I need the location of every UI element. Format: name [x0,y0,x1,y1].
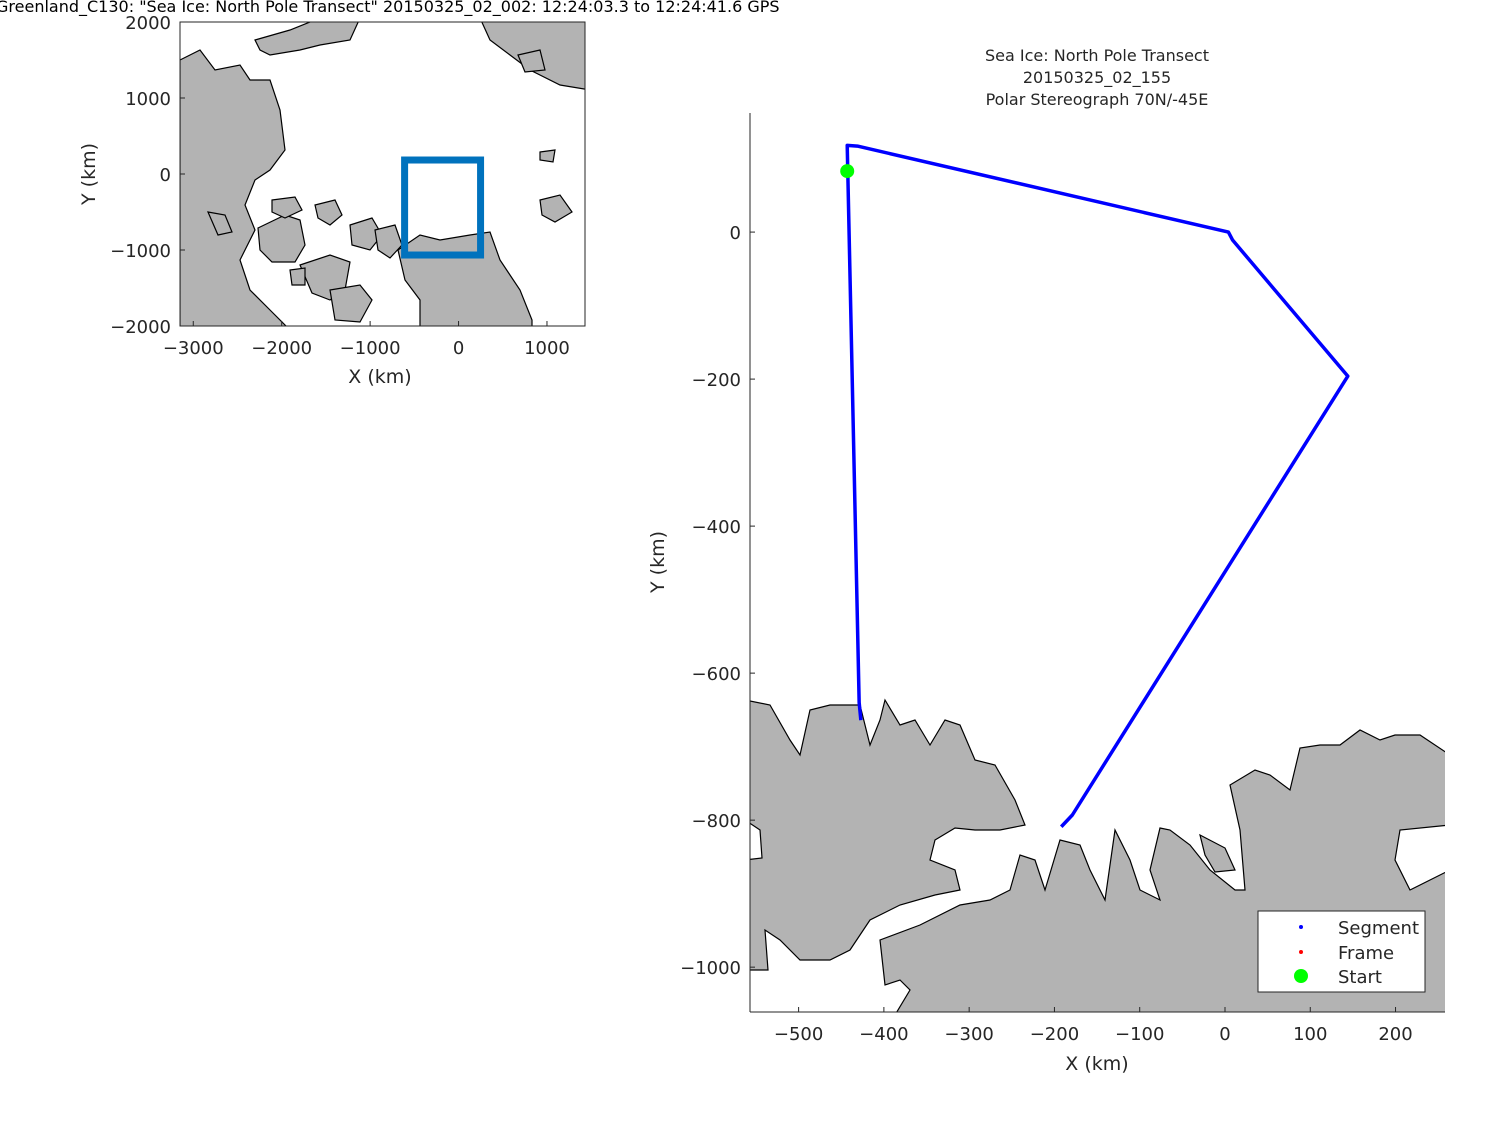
transect-xtick-label: −300 [944,1024,993,1045]
transect-ytick-label: −1000 [680,958,741,979]
legend-start-label: Start [1338,967,1382,988]
transect-xtick-label: 200 [1378,1024,1412,1045]
legend-start-marker [1294,969,1308,983]
overview-ytick-label: 0 [160,165,171,186]
overview-xtick-label: 0 [453,338,464,359]
overview-xtick-label: 1000 [524,338,570,359]
start-marker [840,164,855,179]
figure-title: Greenland_C130: "Sea Ice: North Pole Tra… [0,0,780,16]
legend-segment-marker [1299,925,1303,929]
transect-ytick-label: 0 [730,223,741,244]
legend-frame-label: Frame [1338,943,1394,964]
transect-map: −500 −400 −300 −200 −100 0 100 2000−200−400−600… [647,46,1445,1075]
overview-xtick-label: −3000 [163,338,224,359]
overview-xlabel: X (km) [348,366,411,388]
extent-box [401,156,485,259]
transect-xlabel: X (km) [1065,1053,1128,1075]
overview-map: −3000 −2000 −1000 0 1000200010000−1000−2000 … [78,13,586,388]
transect-ytick-label: −400 [692,517,741,538]
transect-ytick-label: −200 [692,370,741,391]
legend-frame-marker [1299,950,1303,954]
transect-xtick-label: −100 [1115,1024,1164,1045]
transect-xtick-label: 0 [1219,1024,1230,1045]
plot-title-line-3: Polar Stereograph 70N/-45E [986,90,1209,109]
transect-xtick-label: 100 [1293,1024,1327,1045]
overview-xtick-label: −1000 [340,338,401,359]
overview-ytick-label: −2000 [110,317,171,338]
overview-land [180,22,585,326]
segment-track [845,143,1350,828]
transect-xtick-label: −500 [774,1024,823,1045]
legend: Segment Frame Start [1257,910,1426,993]
overview-ytick-label: 1000 [125,89,171,110]
overview-ytick-label: 2000 [125,13,171,34]
transect-ytick-label: −600 [692,664,741,685]
overview-ytick-label: −1000 [110,241,171,262]
overview-ylabel: Y (km) [78,143,100,206]
legend-segment-label: Segment [1338,918,1419,939]
transect-xtick-label: −400 [859,1024,908,1045]
transect-xtick-label: −200 [1030,1024,1079,1045]
transect-ytick-label: −800 [692,811,741,832]
transect-ylabel: Y (km) [647,531,669,594]
legend-box [1257,910,1426,993]
overview-xtick-label: −2000 [251,338,312,359]
plot-title-line-1: Sea Ice: North Pole Transect [985,46,1209,65]
plot-title-line-2: 20150325_02_155 [1023,68,1171,88]
